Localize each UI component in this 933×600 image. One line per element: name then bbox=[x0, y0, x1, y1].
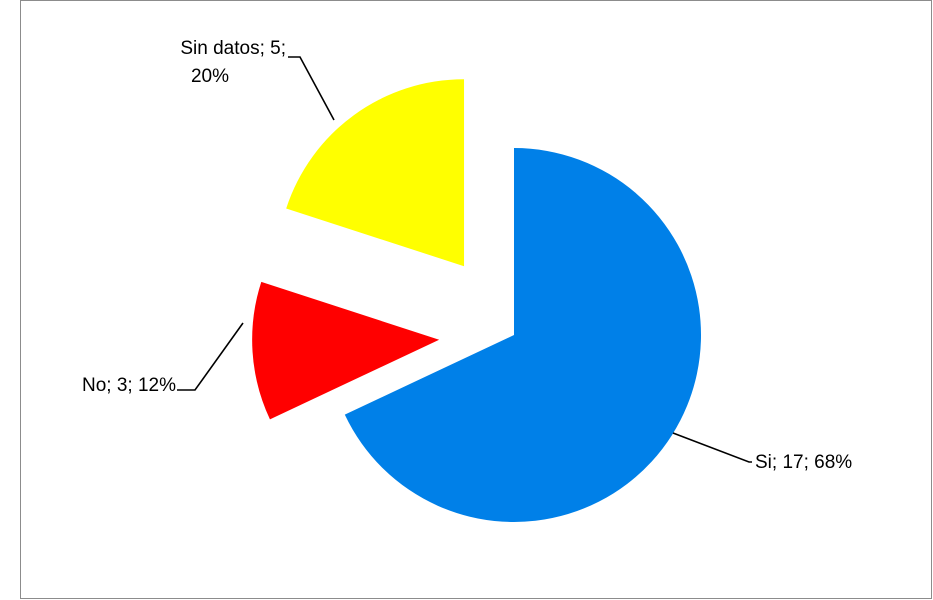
data-label-sin-datos-line2: 20% bbox=[191, 66, 229, 87]
leader-line-sin-datos bbox=[288, 56, 335, 121]
leader-line-no bbox=[177, 322, 244, 391]
pie-slice-sin-datos bbox=[286, 79, 465, 267]
data-label-no: No; 3; 12% bbox=[82, 375, 176, 396]
pie-slice-no bbox=[252, 281, 440, 420]
pie-slice-si bbox=[344, 148, 702, 522]
data-label-si: Si; 17; 68% bbox=[755, 452, 852, 473]
data-label-sin-datos-line1: Sin datos; 5; bbox=[180, 38, 286, 59]
leader-line-si bbox=[672, 432, 752, 463]
